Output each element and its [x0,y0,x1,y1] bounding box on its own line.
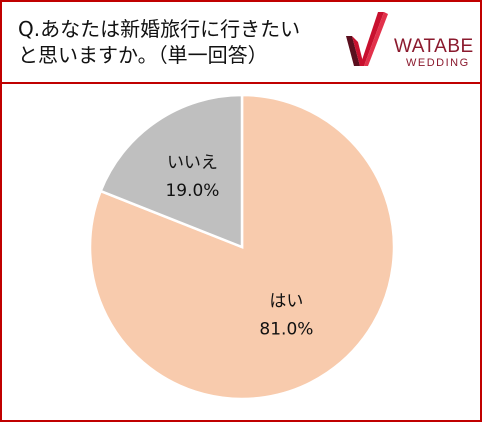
question-line-1: Q.あなたは新婚旅行に行きたい [18,17,301,41]
question-line-2: と思いますか。（単一回答） [18,43,268,67]
logo-mark-icon [346,12,388,66]
pie-chart: はい 81.0% いいえ 19.0% [88,93,396,401]
slice-value-yes: 81.0% [259,319,313,339]
watabe-wedding-logo: WATABE WEDDING [340,6,478,80]
slice-label-no: いいえ [167,153,218,173]
slice-label-yes: はい [269,291,303,311]
pie-slice-no [99,93,244,249]
header-divider [2,82,480,84]
question-text: Q.あなたは新婚旅行に行きたい と思いますか。（単一回答） [18,16,338,68]
slice-value-no: 19.0% [165,181,219,201]
logo-name: WATABE [394,36,474,57]
logo-subtitle: WEDDING [406,57,470,69]
pie-chart-area: はい 81.0% いいえ 19.0% [2,84,480,420]
header: Q.あなたは新婚旅行に行きたい と思いますか。（単一回答） WATABE WED… [2,2,480,82]
